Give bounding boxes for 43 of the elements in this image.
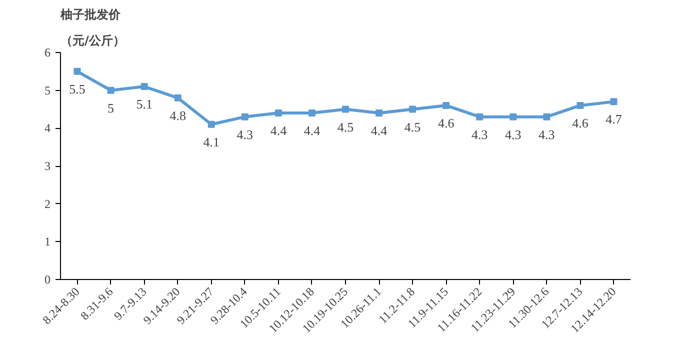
point — [140, 83, 148, 90]
data-label: 4.5 — [337, 119, 354, 134]
data-label: 4.1 — [203, 134, 220, 150]
point — [208, 120, 215, 128]
point — [610, 98, 618, 106]
y-tick-label: 5 — [44, 83, 50, 98]
y-tick-label: 3 — [44, 159, 50, 173]
data-label: 5.1 — [136, 96, 152, 112]
chart-title: 柚子批发价 — [60, 8, 122, 22]
point — [543, 113, 550, 120]
data-label: 4.3 — [471, 126, 488, 142]
y-tick-label: 0 — [44, 272, 50, 286]
point — [174, 94, 182, 102]
data-label: 4.4 — [370, 123, 388, 138]
point — [308, 110, 316, 117]
point — [107, 86, 114, 94]
data-label: 4.6 — [438, 115, 455, 130]
point — [476, 113, 484, 120]
y-axis-title: （元/公斤） — [60, 34, 125, 48]
point — [576, 102, 584, 109]
data-label: 4.5 — [404, 119, 421, 134]
y-tick-label: 6 — [44, 46, 50, 60]
data-label: 5.5 — [69, 81, 86, 96]
point — [342, 106, 349, 113]
data-label: 4.6 — [572, 115, 589, 130]
data-label: 4.3 — [538, 126, 555, 142]
point — [74, 68, 81, 75]
point — [241, 113, 248, 120]
point — [510, 113, 517, 120]
y-tick-label: 1 — [44, 234, 50, 249]
data-label: 4.4 — [304, 123, 321, 138]
data-label: 4.3 — [236, 126, 254, 142]
point — [442, 102, 450, 109]
y-tick-label: 2 — [44, 196, 50, 211]
data-label: 5 — [108, 100, 114, 116]
point — [376, 110, 383, 117]
point — [274, 110, 282, 117]
data-label: 4.7 — [606, 112, 622, 127]
point — [409, 106, 416, 113]
data-label: 4.4 — [270, 123, 288, 138]
data-label: 4.3 — [505, 126, 522, 142]
y-tick-label: 4 — [44, 121, 50, 136]
data-label: 4.8 — [170, 108, 186, 123]
